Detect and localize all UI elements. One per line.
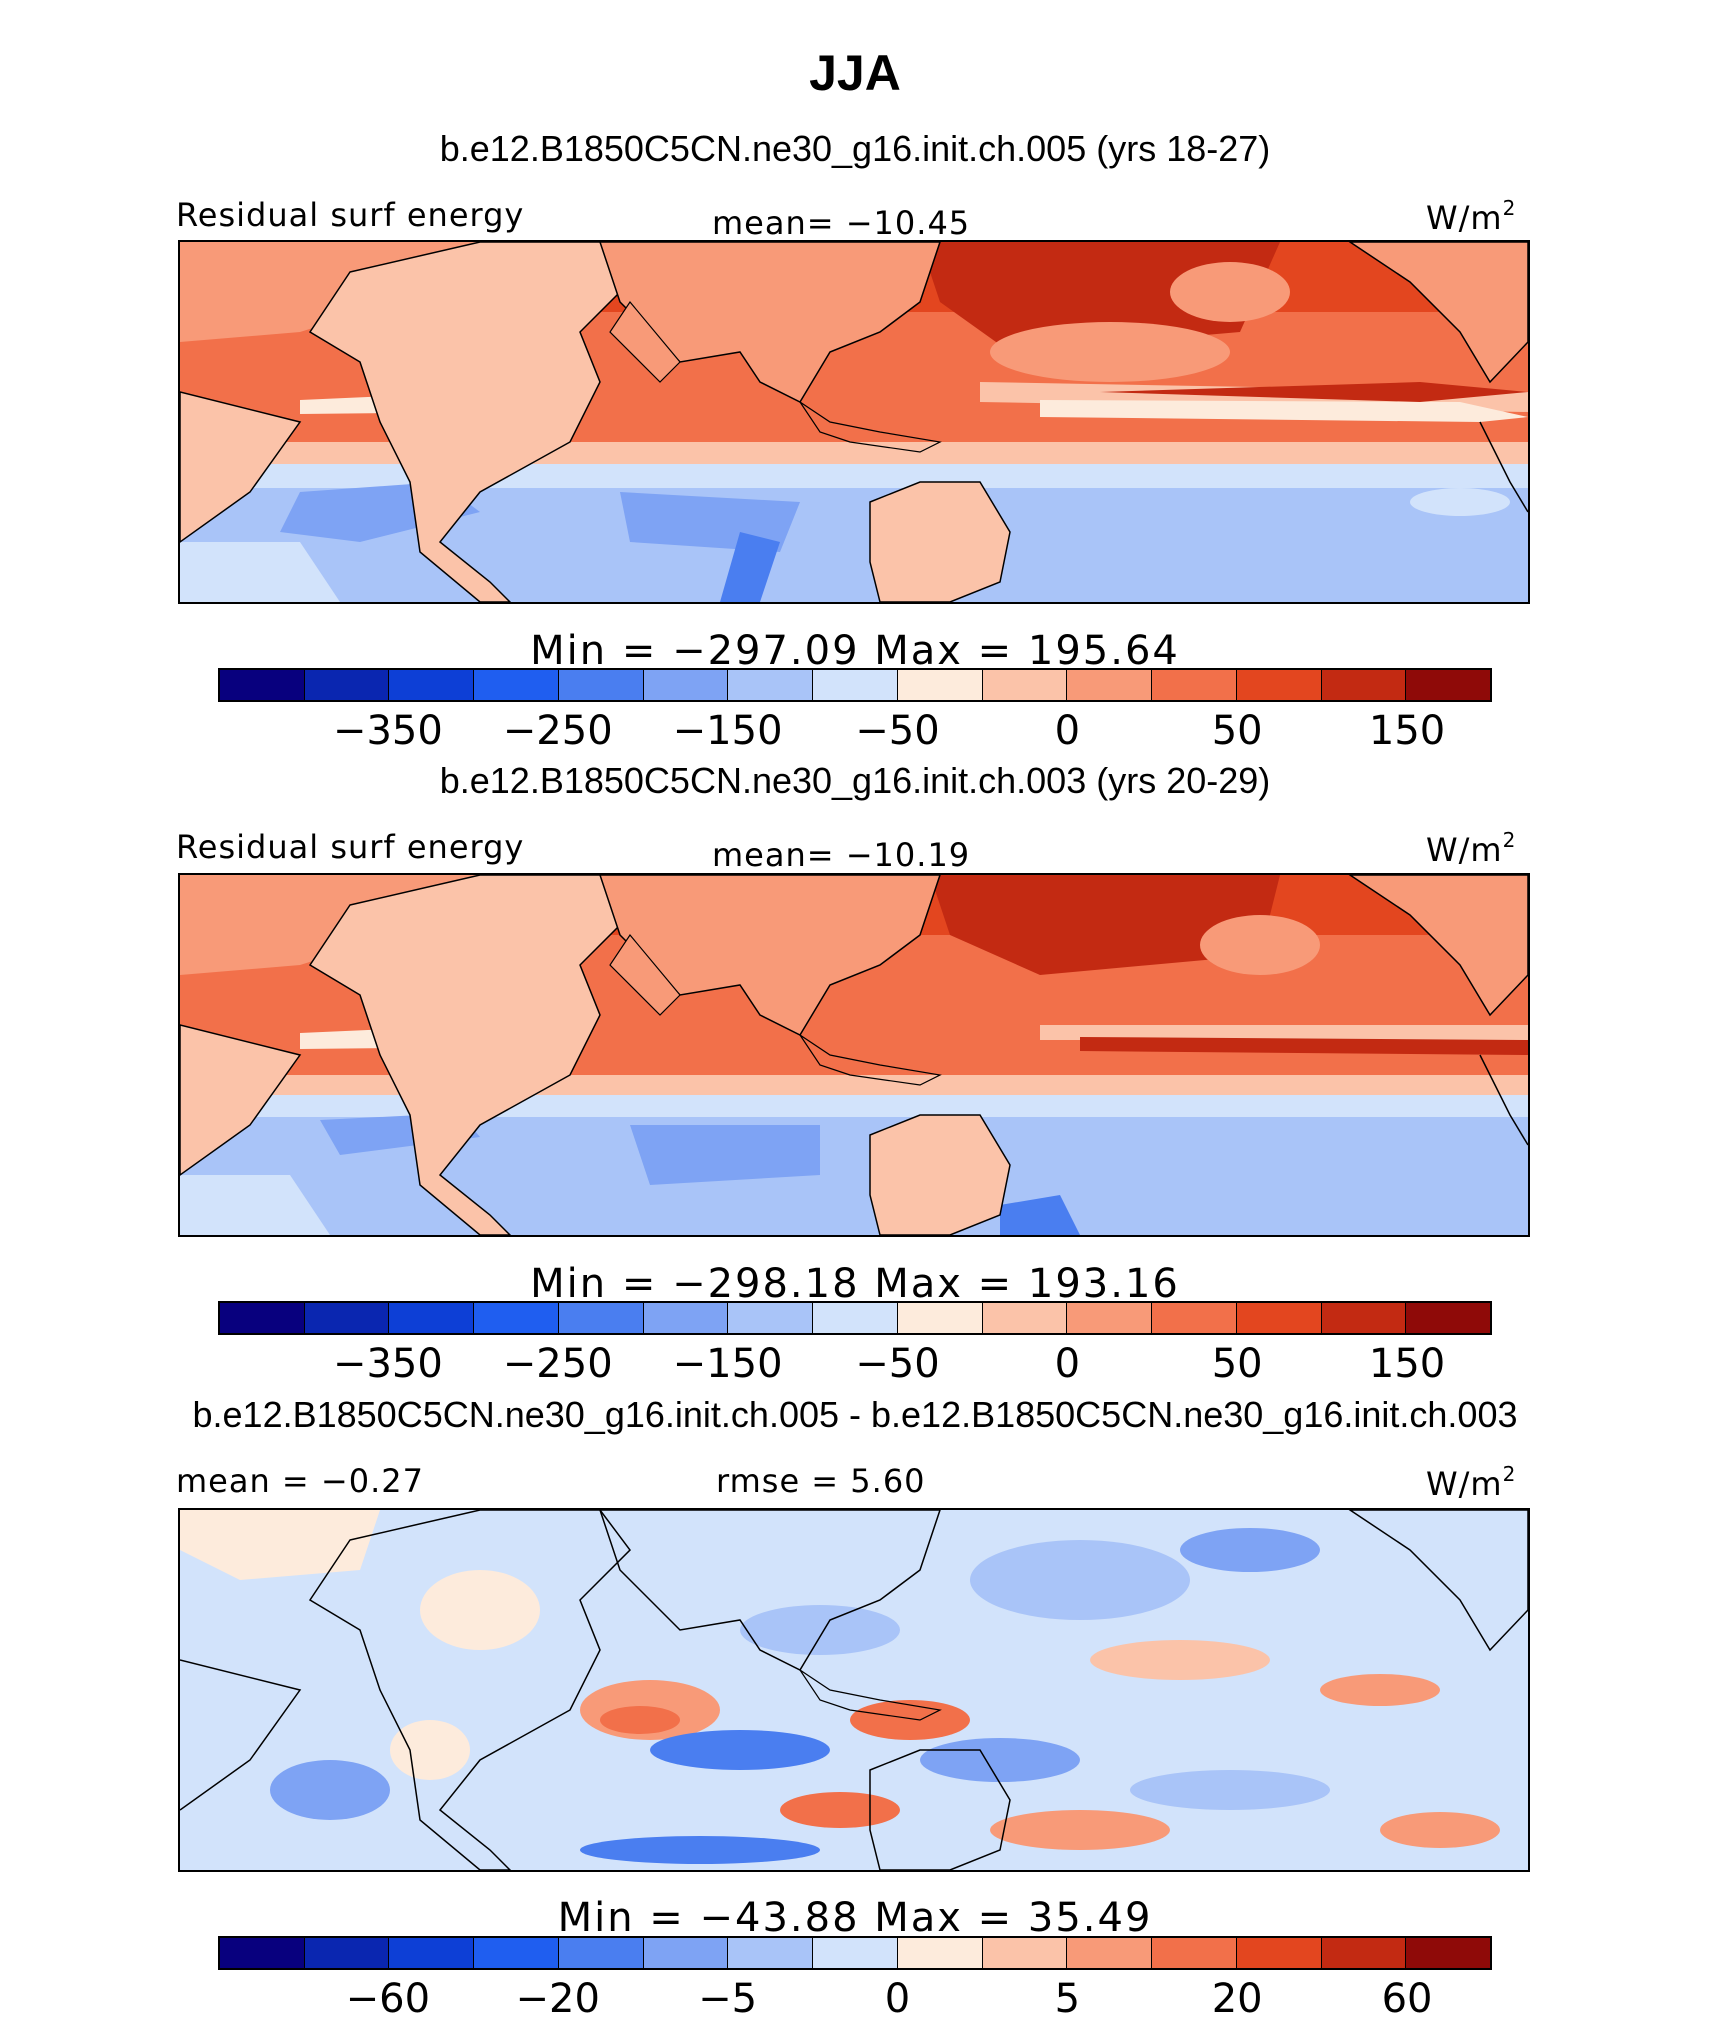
panel-2-case-title: b.e12.B1850C5CN.ne30_g16.init.ch.003 (yr… [439, 760, 1271, 801]
colorbar-tick-label: 50 [1211, 708, 1263, 754]
colorbar-swatch [558, 670, 644, 700]
colorbar-swatch [304, 1938, 390, 1968]
colorbar-tick-label: −250 [502, 708, 613, 754]
colorbar-swatch [1152, 1303, 1237, 1333]
colorbar-swatch [897, 1938, 983, 1968]
colorbar-swatch [1236, 670, 1322, 700]
colorbar-tick-label: 0 [1054, 1341, 1081, 1387]
colorbar-swatch [728, 670, 814, 700]
colorbar-swatch [389, 670, 475, 700]
colorbar-tick-label: −350 [332, 1341, 443, 1387]
colorbar-swatch [728, 1938, 814, 1968]
colorbar-swatch [558, 1303, 644, 1333]
panel-1-mean-label: mean= −10.45 [712, 204, 971, 242]
colorbar-tick-label: 0 [884, 1976, 911, 2022]
colorbar-swatch [1236, 1303, 1322, 1333]
colorbar-swatch [1067, 1303, 1153, 1333]
panel-2-minmax: Min = −298.18 Max = 193.16 [530, 1261, 1180, 1307]
colorbar-swatch [897, 1303, 983, 1333]
panel-1-variable-label: Residual surf energy [176, 196, 525, 234]
colorbar-swatch [813, 1303, 898, 1333]
colorbar-swatch [220, 670, 305, 700]
colorbar-swatch [982, 1938, 1068, 1968]
colorbar-tick-label: 150 [1368, 1341, 1446, 1387]
map-africa-outline [308, 1510, 631, 1870]
colorbar-swatch [1406, 1303, 1491, 1333]
map-south-america [180, 391, 302, 543]
colorbar-swatch [813, 670, 898, 700]
colorbar-tick-label: 60 [1381, 1976, 1433, 2022]
figure-title: JJA [809, 45, 901, 101]
colorbar-swatch [1236, 1938, 1322, 1968]
panel-3-mean-label: mean = −0.27 [176, 1462, 424, 1500]
panel-3-colorbar [218, 1936, 1492, 1970]
colorbar-tick-label: −250 [502, 1341, 613, 1387]
colorbar-tick-label: 0 [1054, 708, 1081, 754]
colorbar-swatch [1321, 1303, 1407, 1333]
colorbar-swatch [304, 670, 390, 700]
colorbar-swatch [1067, 1938, 1153, 1968]
panel-3-minmax: Min = −43.88 Max = 35.49 [557, 1895, 1153, 1941]
map-australia [869, 481, 1011, 602]
colorbar-swatch [982, 670, 1068, 700]
panel-2-colorbar [218, 1301, 1492, 1335]
panel-2-units-label: W/m2 [1426, 828, 1517, 869]
colorbar-swatch [474, 1938, 559, 1968]
colorbar-swatch [728, 1303, 814, 1333]
colorbar-swatch [304, 1303, 390, 1333]
panel-1-map [178, 240, 1530, 604]
panel-1-colorbar [218, 668, 1492, 702]
colorbar-tick-label: −350 [332, 708, 443, 754]
colorbar-swatch [643, 670, 729, 700]
colorbar-tick-label: −60 [345, 1976, 431, 2022]
panel-3-units-label: W/m2 [1426, 1462, 1517, 1503]
colorbar-swatch [643, 1303, 729, 1333]
colorbar-swatch [389, 1938, 475, 1968]
colorbar-swatch [558, 1938, 644, 1968]
colorbar-swatch [1321, 670, 1407, 700]
panel-2-map [178, 873, 1530, 1237]
panel-1-units-label: W/m2 [1426, 196, 1517, 237]
colorbar-swatch [474, 670, 559, 700]
colorbar-swatch [389, 1303, 475, 1333]
panel-1-case-title: b.e12.B1850C5CN.ne30_g16.init.ch.005 (yr… [439, 128, 1271, 169]
colorbar-swatch [474, 1303, 559, 1333]
map-north-america [1348, 242, 1528, 384]
colorbar-tick-label: 50 [1211, 1341, 1263, 1387]
colorbar-tick-label: 5 [1054, 1976, 1081, 2022]
colorbar-swatch [897, 670, 983, 700]
colorbar-swatch [1406, 1938, 1491, 1968]
panel-3-rmse-label: rmse = 5.60 [716, 1462, 926, 1500]
colorbar-tick-label: 150 [1368, 708, 1446, 754]
colorbar-tick-label: −150 [672, 708, 783, 754]
colorbar-swatch [1067, 670, 1153, 700]
colorbar-tick-label: −150 [672, 1341, 783, 1387]
colorbar-swatch [643, 1938, 729, 1968]
colorbar-tick-label: −50 [855, 1341, 940, 1387]
colorbar-swatch [220, 1303, 305, 1333]
colorbar-swatch [813, 1938, 898, 1968]
colorbar-swatch [1152, 1938, 1237, 1968]
colorbar-swatch [982, 1303, 1068, 1333]
colorbar-tick-label: −50 [855, 708, 940, 754]
panel-3-map [178, 1508, 1530, 1872]
colorbar-swatch [1321, 1938, 1407, 1968]
panel-2-mean-label: mean= −10.19 [712, 836, 971, 874]
panel-3-case-title: b.e12.B1850C5CN.ne30_g16.init.ch.005 - b… [192, 1394, 1518, 1435]
panel-1-minmax: Min = −297.09 Max = 195.64 [530, 628, 1180, 674]
colorbar-swatch [1152, 670, 1237, 700]
panel-2-variable-label: Residual surf energy [176, 828, 525, 866]
colorbar-swatch [1406, 670, 1491, 700]
colorbar-tick-label: 20 [1211, 1976, 1263, 2022]
colorbar-tick-label: −5 [698, 1976, 758, 2022]
colorbar-swatch [220, 1938, 305, 1968]
colorbar-tick-label: −20 [515, 1976, 600, 2022]
